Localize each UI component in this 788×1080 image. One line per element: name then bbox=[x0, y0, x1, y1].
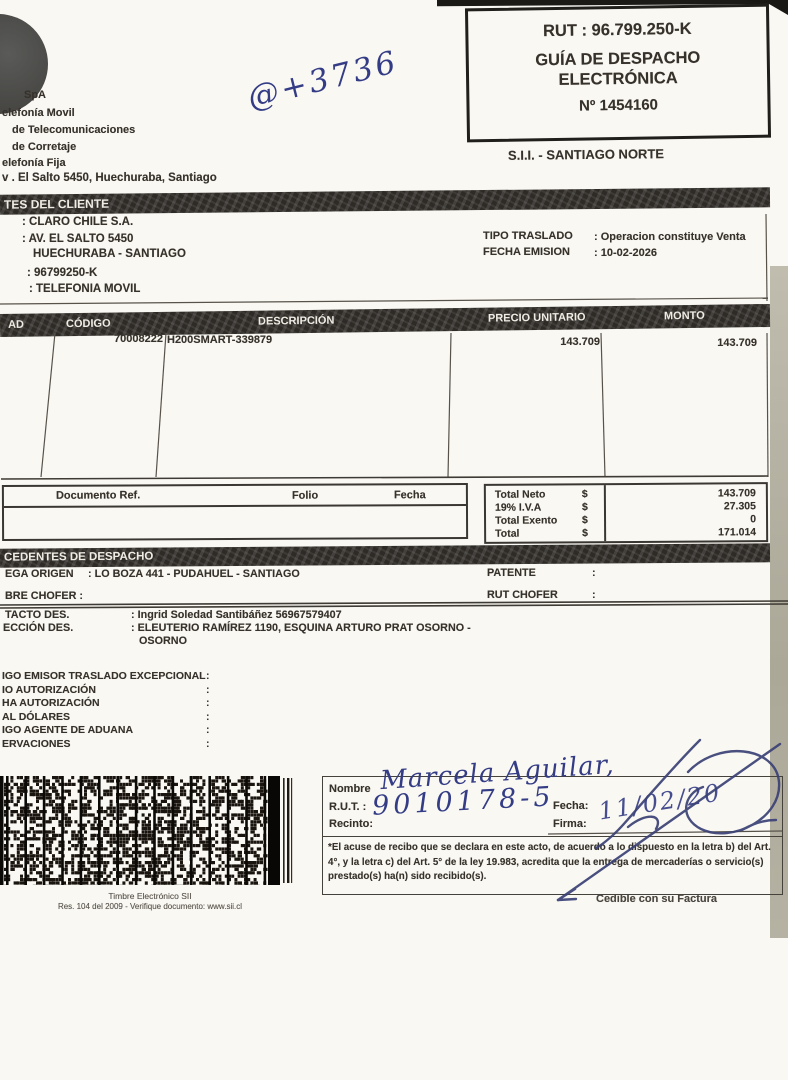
item-descripcion: H200SMART-339879 bbox=[167, 334, 273, 346]
supplier-address: v . El Salto 5450, Huechuraba, Santiago bbox=[2, 172, 217, 184]
ref-col-folio: Folio bbox=[291, 489, 319, 502]
rut-chofer-label: RUT CHOFER bbox=[487, 589, 558, 601]
supplier-line: SpA bbox=[24, 89, 46, 101]
aduana-row-label: ERVACIONES bbox=[2, 738, 71, 750]
iva-label: 19% I.V.A bbox=[494, 501, 542, 514]
acuse-legal-text: *El acuse de recibo que se declara en es… bbox=[328, 842, 771, 883]
aduana-row-colon: : bbox=[206, 711, 210, 723]
currency-sign: $ bbox=[581, 501, 588, 514]
currency-sign: $ bbox=[581, 488, 588, 501]
supplier-line: elefonía Fija bbox=[2, 157, 66, 169]
client-address1: : AV. EL SALTO 5450 bbox=[22, 233, 134, 245]
supplier-line: elefonía Movil bbox=[2, 107, 75, 119]
item-precio: 143.709 bbox=[560, 336, 600, 348]
tipo-traslado-value: : Operacion constituye Venta bbox=[594, 231, 746, 243]
client-rut: : 96799250-K bbox=[27, 267, 98, 279]
rut-chofer-value: : bbox=[592, 589, 596, 601]
aduana-row-label: AL DÓLARES bbox=[2, 711, 71, 723]
referencias-box: Documento Ref. Folio Fecha bbox=[1, 482, 469, 542]
aduana-row-label: HA AUTORIZACIÓN bbox=[2, 697, 100, 709]
direccion-value1: : ELEUTERIO RAMÍREZ 1190, ESQUINA ARTURO… bbox=[131, 622, 471, 634]
acuse-legal-box: *El acuse de recibo que se declara en es… bbox=[322, 836, 783, 895]
currency-sign: $ bbox=[582, 527, 589, 540]
supplier-line: de Corretaje bbox=[12, 141, 77, 153]
client-section-bar: TES DEL CLIENTE bbox=[0, 187, 771, 215]
despacho-section-bar: CEDENTES DE DESPACHO bbox=[0, 543, 771, 568]
nombre-label: Nombre bbox=[329, 783, 371, 795]
origen-label: EGA ORIGEN bbox=[5, 568, 74, 580]
ref-col-fecha: Fecha bbox=[393, 489, 426, 502]
col-codigo: CÓDIGO bbox=[65, 317, 111, 331]
direccion-label: ECCIÓN DES. bbox=[3, 622, 74, 634]
totals-box: Total Neto $ 143.709 19% I.V.A $ 27.305 … bbox=[483, 482, 769, 544]
ref-col-doc: Documento Ref. bbox=[55, 489, 141, 502]
timbre-line2: Res. 104 del 2009 - Verifique documento:… bbox=[57, 902, 243, 911]
client-section-title: TES DEL CLIENTE bbox=[3, 196, 110, 212]
total-neto-label: Total Neto bbox=[494, 488, 546, 501]
total-value: 171.014 bbox=[718, 526, 757, 539]
iva-value: 27.305 bbox=[723, 500, 756, 513]
doc-folio: Nº 1454160 bbox=[578, 96, 659, 115]
recinto-label: Recinto: bbox=[329, 818, 373, 830]
chofer-label: BRE CHOFER : bbox=[5, 590, 83, 602]
client-name: : CLARO CHILE S.A. bbox=[22, 216, 134, 228]
client-giro: : TELEFONIA MOVIL bbox=[29, 283, 141, 295]
patente-label: PATENTE bbox=[487, 567, 536, 579]
aduana-row-colon: : bbox=[206, 684, 210, 696]
total-neto-value: 143.709 bbox=[717, 487, 756, 500]
direccion-value2: OSORNO bbox=[139, 635, 187, 647]
client-address2: HUECHURABA - SANTIAGO bbox=[33, 248, 186, 260]
sii-barcode bbox=[0, 776, 294, 885]
rut-box: RUT : 96.799.250-K GUÍA DE DESPACHO ELEC… bbox=[464, 3, 772, 143]
supplier-line: de Telecomunicaciones bbox=[12, 124, 136, 136]
origen-value: : LO BOZA 441 - PUDAHUEL - SANTIAGO bbox=[88, 568, 300, 580]
doc-type-line2: ELECTRÓNICA bbox=[558, 69, 678, 89]
col-monto: MONTO bbox=[663, 309, 705, 323]
col-cantidad: AD bbox=[7, 318, 24, 331]
rut-number: RUT : 96.799.250-K bbox=[542, 19, 692, 41]
handwritten-note: @+3736 bbox=[243, 43, 402, 117]
currency-sign: $ bbox=[582, 514, 588, 527]
aduana-row-colon: : bbox=[206, 724, 210, 736]
fecha-emision-value: : 10-02-2026 bbox=[594, 247, 657, 259]
aduana-row-colon: : bbox=[206, 738, 210, 750]
firma-label: Firma: bbox=[553, 818, 587, 830]
col-descripcion: DESCRIPCIÓN bbox=[257, 314, 335, 328]
fecha-emision-label: FECHA EMISION bbox=[483, 246, 570, 258]
aduana-row-colon: : bbox=[206, 697, 210, 709]
sii-office: S.I.I. - SANTIAGO NORTE bbox=[507, 146, 665, 163]
cedible-note: Cedible con su Factura bbox=[596, 893, 718, 905]
item-codigo: 70008222 bbox=[114, 333, 163, 345]
total-label: Total bbox=[495, 527, 520, 540]
patente-value: : bbox=[592, 567, 596, 579]
timbre-line1: Timbre Electrónico SII bbox=[108, 891, 192, 901]
aduana-row-label: IGO AGENTE DE ADUANA bbox=[2, 724, 134, 736]
contacto-value: : Ingrid Soledad Santibáñez 56967579407 bbox=[131, 609, 342, 621]
col-precio-unitario: PRECIO UNITARIO bbox=[487, 311, 586, 325]
exento-label: Total Exento bbox=[495, 514, 558, 527]
exento-value: 0 bbox=[750, 513, 757, 526]
contacto-label: TACTO DES. bbox=[5, 609, 70, 621]
aduana-row-label: IGO EMISOR TRASLADO EXCEPCIONAL bbox=[2, 670, 206, 682]
item-monto: 143.709 bbox=[717, 337, 757, 349]
despacho-section-title: CEDENTES DE DESPACHO bbox=[3, 550, 154, 564]
rut-label: R.U.T. : bbox=[329, 801, 367, 813]
aduana-row-label: IO AUTORIZACIÓN bbox=[2, 684, 96, 696]
tipo-traslado-label: TIPO TRASLADO bbox=[483, 230, 573, 242]
aduana-row-colon: : bbox=[206, 670, 210, 682]
fecha-label: Fecha: bbox=[553, 800, 589, 812]
